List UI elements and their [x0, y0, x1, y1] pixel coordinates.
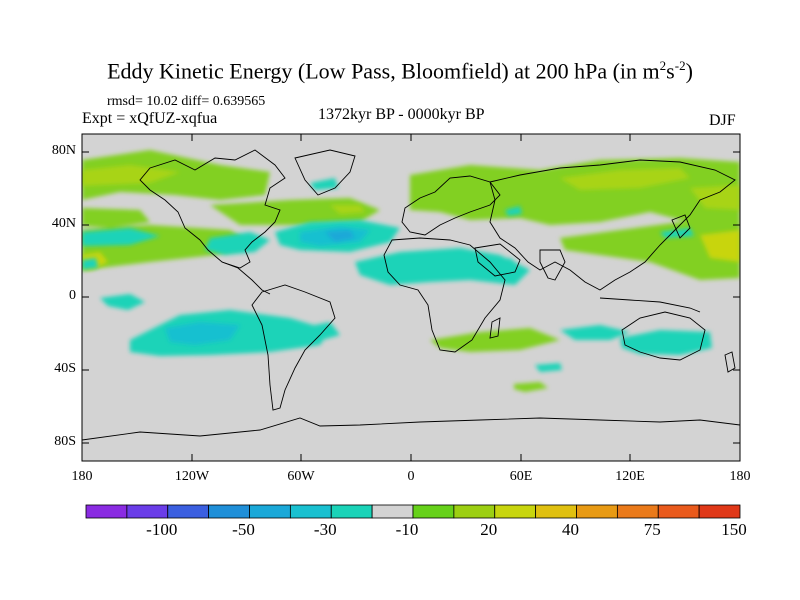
coastline-asia [489, 159, 736, 291]
yellow-field-east-asia [700, 230, 740, 262]
coastline-south-america [251, 284, 336, 411]
coastline-arabia [474, 243, 521, 277]
experiment-label: Expt = xQfUZ-xqfua [82, 110, 218, 127]
colorbar-label: 150 [721, 520, 747, 539]
colorbar-swatch [249, 504, 291, 519]
cyan-field-arabia [480, 258, 525, 276]
anomaly-fields [82, 150, 740, 392]
x-label-60e: 60E [509, 469, 533, 484]
colorbar-swatch [126, 504, 169, 519]
axis-ticks [81, 134, 741, 461]
cyan-field-southern-ocean [535, 363, 562, 372]
chart-title: Eddy Kinetic Energy (Low Pass, Bloomfiel… [107, 58, 693, 84]
yellow-field-eurasia [560, 168, 690, 190]
x-label-120e: 120E [615, 469, 645, 484]
x-label-180e: 180 [729, 469, 751, 484]
y-label-80n: 80N [51, 143, 76, 158]
period-label: 1372kyr BP - 0000kyr BP [318, 106, 485, 123]
colorbar-label: -10 [395, 520, 419, 539]
colorbar-swatch [208, 504, 250, 519]
colorbar-swatch [616, 504, 659, 519]
colorbar-label: -50 [232, 520, 255, 539]
colorbar-swatch [330, 504, 373, 519]
cyan-field-australia [620, 330, 712, 355]
green-field-south-indian-ocean [514, 382, 548, 392]
cyan-field-tropical-pacific [100, 294, 145, 310]
colorbar-label: 20 [480, 520, 498, 539]
green-field-west-pacific-edge [82, 208, 150, 228]
colorbar-swatch [535, 504, 577, 519]
coastline-greenland [294, 149, 356, 196]
yellow-field-west-pacific [690, 185, 740, 210]
green-field-north-pacific [82, 150, 270, 200]
coastline-north-america [139, 149, 286, 269]
coastline-new-zealand [724, 351, 736, 373]
cyan-field-central-north-pacific [82, 228, 160, 246]
cyan-field-europe [505, 206, 522, 216]
y-label-40s: 40S [54, 361, 76, 376]
green-field-southern-africa [430, 328, 560, 352]
colorbar-swatch [453, 504, 496, 519]
colorbar-label: 40 [562, 520, 579, 539]
cyan-field-east-asia [660, 228, 694, 238]
yellow-field-north-pacific [82, 165, 180, 186]
cyan-field-indian-ocean [560, 325, 630, 340]
coastline-india [539, 249, 566, 281]
stats-label: rmsd= 10.02 diff= 0.639565 [107, 94, 266, 109]
coastline-japan [671, 214, 691, 239]
season-label: DJF [709, 112, 736, 129]
x-label-120w: 120W [174, 469, 210, 484]
cyan-field-north-africa [355, 248, 530, 285]
green-field-north-east-asia [560, 215, 740, 280]
colorbar-swatch [371, 504, 414, 519]
cyan-field-north-america [205, 232, 270, 255]
colorbar-swatch [494, 504, 537, 519]
coastline-europe [401, 175, 501, 236]
colorbar-label: -100 [146, 520, 178, 539]
green-field-north-atlantic [210, 198, 380, 225]
coastline-madagascar [489, 317, 501, 339]
coastlines [82, 149, 740, 441]
colorbar-swatch [167, 504, 210, 519]
teal-field-south-pacific-core [165, 322, 240, 345]
cyan-field-east-pacific-edge [82, 258, 98, 270]
coastline-antarctica [82, 417, 740, 441]
colorbar-swatch [698, 504, 741, 519]
cyan-field-arctic [310, 178, 338, 190]
yellow-field-north-atlantic [330, 205, 365, 214]
y-label-40n: 40N [51, 216, 76, 231]
colorbar-swatch [289, 504, 332, 519]
x-label-60w: 60W [287, 469, 315, 484]
colorbar-swatch [657, 504, 700, 519]
coastline-africa [383, 237, 506, 353]
y-label-0: 0 [69, 288, 76, 303]
colorbar-label: -30 [313, 520, 337, 539]
coastline-indonesia [599, 297, 701, 313]
colorbar-swatch [576, 504, 618, 519]
coastline-australia [621, 311, 706, 361]
colorbar-swatch [412, 504, 455, 519]
colorbar-label: 75 [643, 520, 661, 539]
colorbar-swatch [85, 504, 128, 519]
colorbar [85, 504, 741, 519]
x-label-0: 0 [407, 469, 415, 484]
x-label-180w: 180 [71, 469, 93, 484]
blue-field-atlantic-core [325, 230, 355, 242]
y-label-80s: 80S [54, 434, 76, 449]
